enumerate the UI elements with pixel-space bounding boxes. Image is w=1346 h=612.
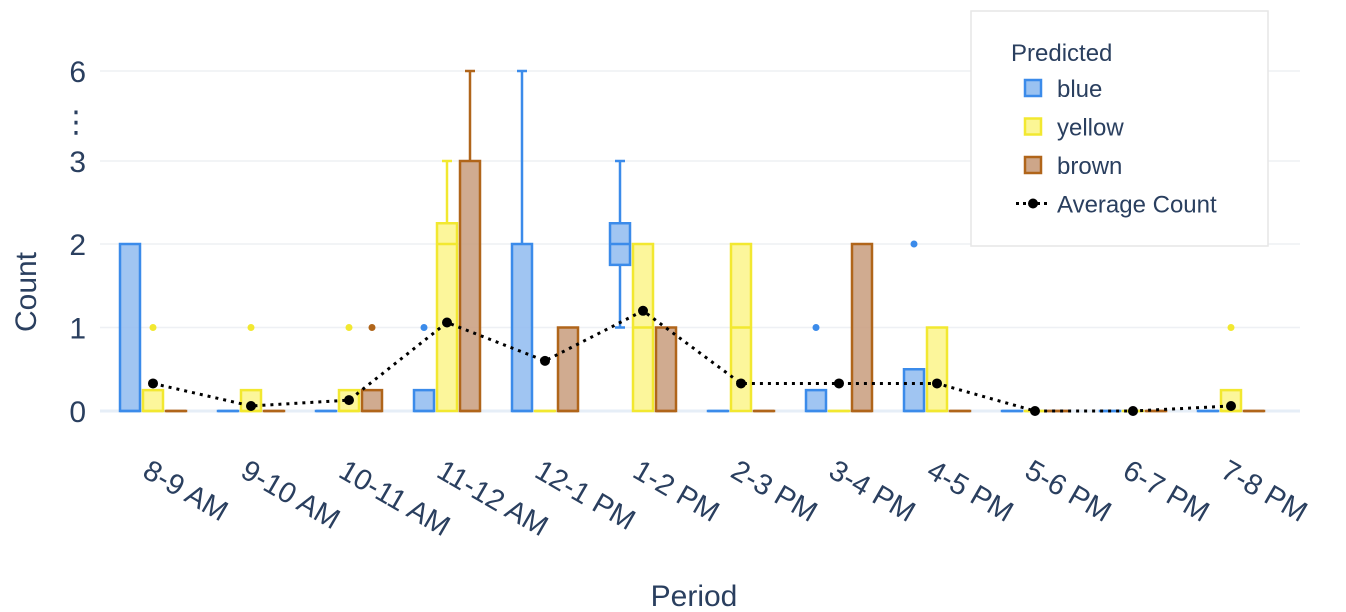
average-count-point [246,400,256,411]
x-tick-label: 5-6 PM [1020,454,1117,528]
box-blue [510,69,534,413]
y-axis-title: Count [10,251,43,332]
average-count-point [148,378,158,389]
y-tick-label: 0 [69,396,86,429]
box-yellow [239,324,263,413]
average-count-point [1030,406,1040,416]
x-tick-label: 9-10 AM [236,454,346,536]
box-body [925,326,949,413]
outlier-point [149,324,157,331]
x-tick-label: 11-12 AM [432,454,554,543]
box-brown [556,326,580,413]
box-body [850,242,874,413]
average-count-point [344,395,354,406]
y-tick-label: 6 [69,56,86,89]
x-tick-label: 2-3 PM [726,454,823,528]
legend-item-yellow[interactable]: yellow [1023,115,1124,142]
average-count-point [834,378,844,389]
legend-marker [1028,198,1038,209]
box-body [804,388,828,413]
average-count-point [540,355,550,366]
box-body [556,326,580,413]
average-count-point [736,378,746,389]
average-count-path [152,309,1232,413]
legend-swatch [1023,78,1043,98]
outlier-point [910,240,918,248]
average-count-line [148,305,1236,416]
average-count-point [932,378,942,389]
y-tick-label: 2 [69,229,86,262]
legend-item-average-count[interactable]: Average Count [1016,192,1217,219]
box-body [141,388,165,413]
box-body [118,242,142,413]
box-body [510,242,534,413]
average-count-point [1226,400,1236,411]
outlier-point [420,324,428,331]
box-yellow [729,242,753,413]
legend: Predicted blue yellow brown Average Count [970,10,1269,247]
y-axis-ticks: 0 1 2 3 6 [69,56,86,429]
box-yellow [631,242,655,413]
box-yellow [1219,324,1243,413]
legend-item-brown[interactable]: brown [1023,153,1122,180]
average-count-point [1128,406,1138,416]
legend-swatch [1023,117,1043,136]
legend-label: brown [1057,153,1122,180]
box-body [360,388,384,413]
box-blue [804,324,828,413]
y-tick-label: 3 [69,146,86,179]
box-brown [654,326,678,413]
box-blue [118,242,142,413]
box-brown [458,69,482,413]
x-tick-label: 8-9 AM [138,454,234,528]
y-axis-break-marker: ⋮ [61,106,91,139]
x-tick-label: 7-8 PM [1216,454,1313,528]
box-body [412,388,436,413]
y-tick-label: 1 [69,313,86,346]
legend-title: Predicted [1011,40,1112,67]
legend-box [970,10,1269,247]
x-tick-label: 6-7 PM [1118,454,1215,528]
legend-swatch [1023,155,1043,175]
x-tick-label: 3-4 PM [824,454,921,528]
box-brown [360,324,384,413]
legend-item-blue[interactable]: blue [1023,76,1102,103]
box-plots [118,69,1266,413]
average-count-point [638,305,648,316]
box-blue [902,240,926,413]
legend-label: Average Count [1057,192,1217,219]
outlier-point [247,324,255,331]
x-tick-label: 4-5 PM [922,454,1019,528]
outlier-point [812,324,820,331]
box-brown [850,242,874,413]
box-body [902,368,926,413]
box-yellow [141,324,165,413]
box-body [654,326,678,413]
box-blue [412,324,436,413]
box-body [435,222,459,413]
box-body [458,159,482,413]
x-tick-label: 10-11 AM [334,454,456,543]
outlier-point [345,324,353,331]
box-yellow [435,159,459,413]
outlier-point [1227,324,1235,331]
outlier-point [368,324,376,331]
box-yellow [925,326,949,413]
legend-label: yellow [1057,115,1124,142]
legend-label: blue [1057,76,1102,103]
x-tick-label: 1-2 PM [628,454,725,528]
average-count-point [442,317,452,328]
box-blue [608,159,632,329]
x-axis-title: Period [651,580,738,612]
